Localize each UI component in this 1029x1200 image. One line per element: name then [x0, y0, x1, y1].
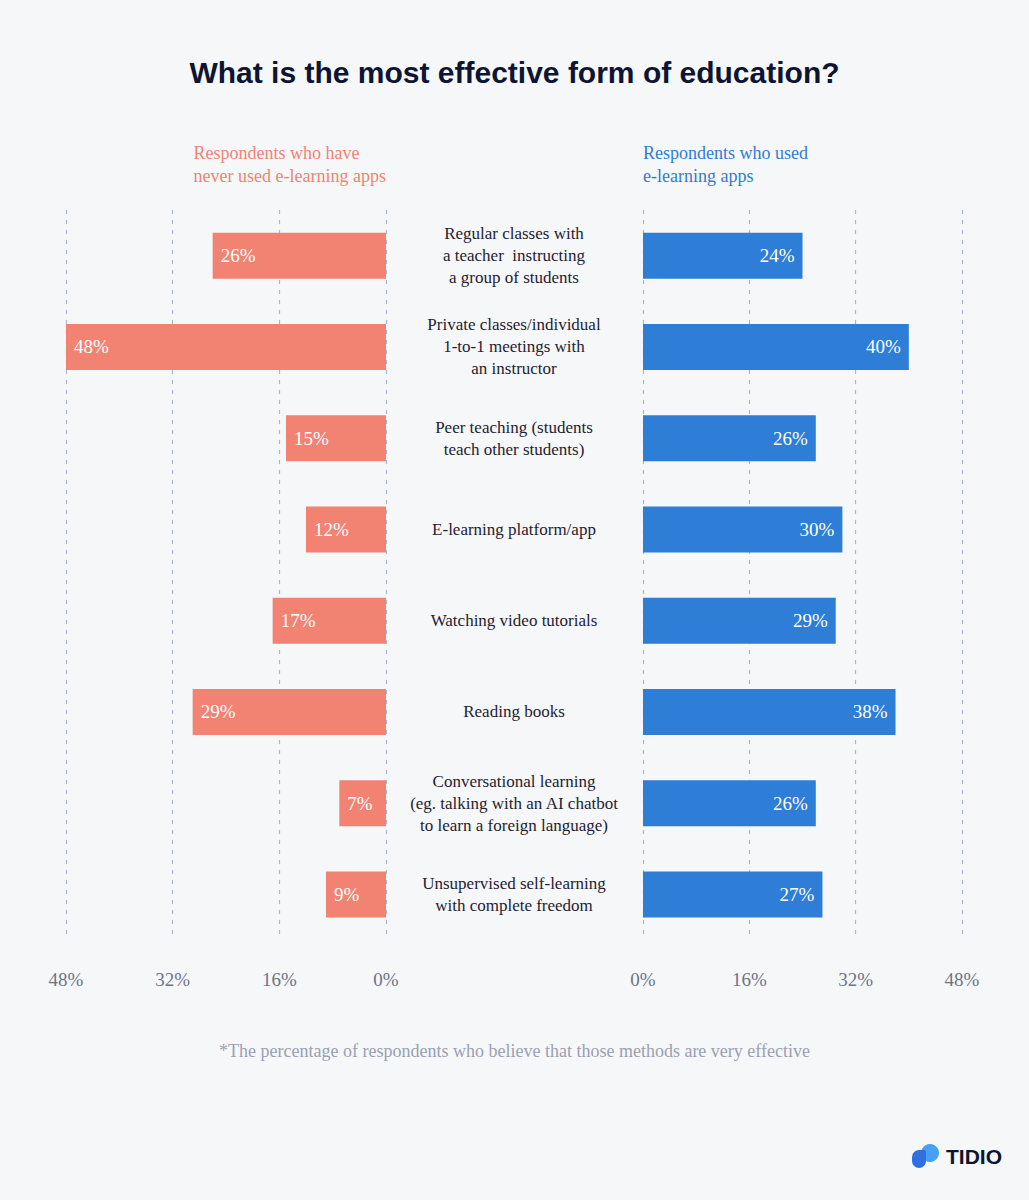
svg-text:to learn a foreign language): to learn a foreign language)	[420, 816, 608, 835]
svg-text:What is the most effective for: What is the most effective form of educa…	[189, 56, 839, 89]
svg-text:Peer teaching (students: Peer teaching (students	[435, 418, 593, 437]
svg-text:32%: 32%	[838, 969, 873, 990]
svg-text:30%: 30%	[800, 519, 835, 540]
svg-text:40%: 40%	[866, 336, 901, 357]
svg-text:Conversational learning: Conversational learning	[433, 772, 596, 791]
svg-text:29%: 29%	[201, 701, 236, 722]
svg-text:(eg. talking with an AI chatbo: (eg. talking with an AI chatbot	[410, 794, 618, 813]
svg-text:48%: 48%	[945, 969, 980, 990]
svg-text:a teacher instructing: a teacher instructing	[443, 246, 586, 265]
svg-text:26%: 26%	[221, 245, 256, 266]
svg-text:15%: 15%	[294, 428, 329, 449]
svg-text:38%: 38%	[853, 701, 888, 722]
svg-text:*The percentage of respondents: *The percentage of respondents who belie…	[219, 1041, 810, 1061]
svg-text:0%: 0%	[373, 969, 399, 990]
svg-text:26%: 26%	[773, 793, 808, 814]
svg-text:0%: 0%	[630, 969, 656, 990]
svg-text:never used e-learning apps: never used e-learning apps	[194, 166, 386, 186]
svg-text:with complete freedom: with complete freedom	[435, 896, 593, 915]
svg-text:Reading books: Reading books	[463, 702, 565, 721]
svg-text:Respondents who used: Respondents who used	[643, 143, 808, 163]
svg-text:17%: 17%	[281, 610, 316, 631]
svg-text:9%: 9%	[334, 884, 360, 905]
svg-text:24%: 24%	[760, 245, 795, 266]
svg-text:48%: 48%	[49, 969, 84, 990]
svg-text:7%: 7%	[347, 793, 373, 814]
svg-text:32%: 32%	[155, 969, 190, 990]
svg-text:an instructor: an instructor	[471, 359, 557, 378]
svg-text:e-learning apps: e-learning apps	[643, 166, 753, 186]
svg-text:E-learning platform/app: E-learning platform/app	[432, 520, 596, 539]
svg-text:16%: 16%	[262, 969, 297, 990]
svg-text:a group of students: a group of students	[449, 268, 579, 287]
svg-text:12%: 12%	[314, 519, 349, 540]
svg-text:16%: 16%	[732, 969, 767, 990]
svg-text:29%: 29%	[793, 610, 828, 631]
svg-text:Respondents who have: Respondents who have	[194, 143, 360, 163]
svg-text:27%: 27%	[780, 884, 815, 905]
svg-text:Private classes/individual: Private classes/individual	[427, 315, 601, 334]
svg-text:48%: 48%	[74, 336, 109, 357]
svg-text:Watching video tutorials: Watching video tutorials	[431, 611, 598, 630]
svg-text:TIDIO: TIDIO	[946, 1145, 1002, 1168]
svg-text:Regular classes with: Regular classes with	[444, 224, 584, 243]
svg-text:Unsupervised self-learning: Unsupervised self-learning	[422, 874, 606, 893]
svg-text:teach other students): teach other students)	[444, 440, 585, 459]
svg-text:26%: 26%	[773, 428, 808, 449]
svg-text:1-to-1 meetings with: 1-to-1 meetings with	[443, 337, 585, 356]
